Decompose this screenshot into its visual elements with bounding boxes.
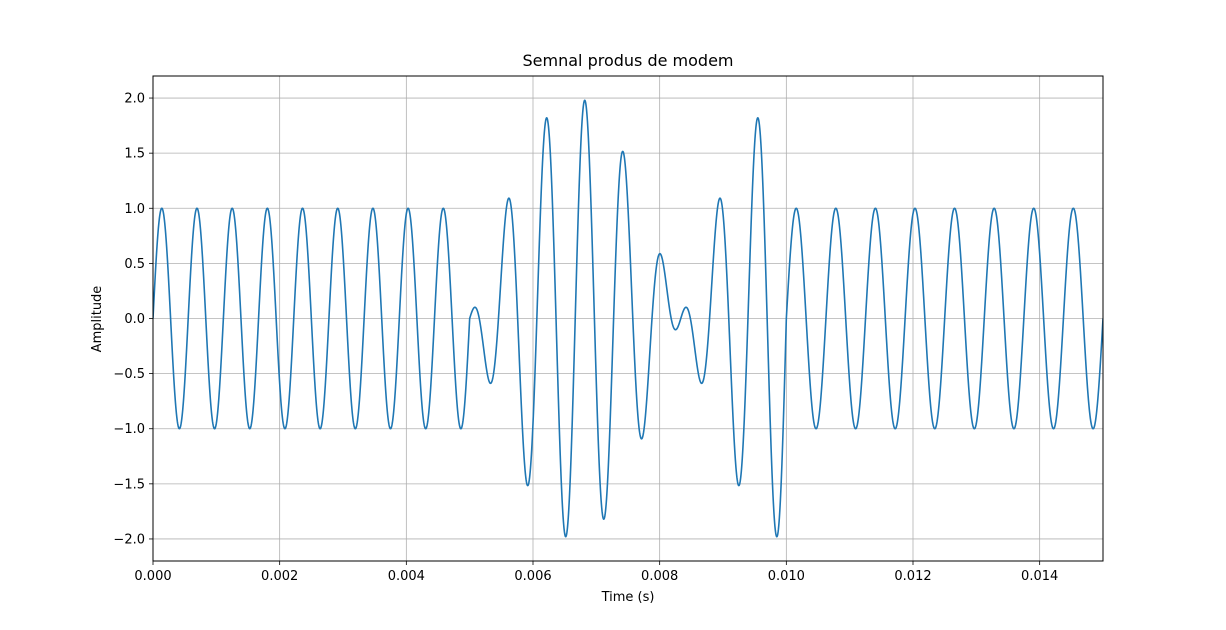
plot-frame: [152, 75, 1104, 562]
x-tick-label: 0.014: [1021, 569, 1058, 584]
x-tick-label: 0.002: [261, 569, 298, 584]
x-tick-label: 0.008: [641, 569, 678, 584]
y-tick-label: 1.5: [124, 147, 145, 162]
y-tick-label: −0.5: [113, 367, 145, 382]
y-tick-label: −2.0: [113, 532, 145, 547]
x-axis-label: Time (s): [601, 590, 655, 605]
signal-line: [153, 99, 1103, 538]
y-axis-label: Amplitude: [90, 286, 105, 353]
y-tick-label: 0.0: [124, 312, 145, 327]
x-tick-label: 0.004: [388, 569, 425, 584]
y-tick-label: 1.0: [124, 202, 145, 217]
x-tick-label: 0.006: [514, 569, 551, 584]
y-tick-label: −1.0: [113, 422, 145, 437]
x-tick-label: 0.000: [134, 569, 171, 584]
y-tick-label: 0.5: [124, 257, 145, 272]
x-tick-label: 0.010: [768, 569, 805, 584]
y-tick-label: −1.5: [113, 477, 145, 492]
y-tick-label: 2.0: [124, 92, 145, 107]
x-tick-label: 0.012: [894, 569, 931, 584]
ticks: 0.000 0.002 0.004 0.006 0.008 0.010 0.012 0.014…: [113, 92, 1058, 584]
chart-title: Semnal produs de modem: [523, 51, 734, 70]
